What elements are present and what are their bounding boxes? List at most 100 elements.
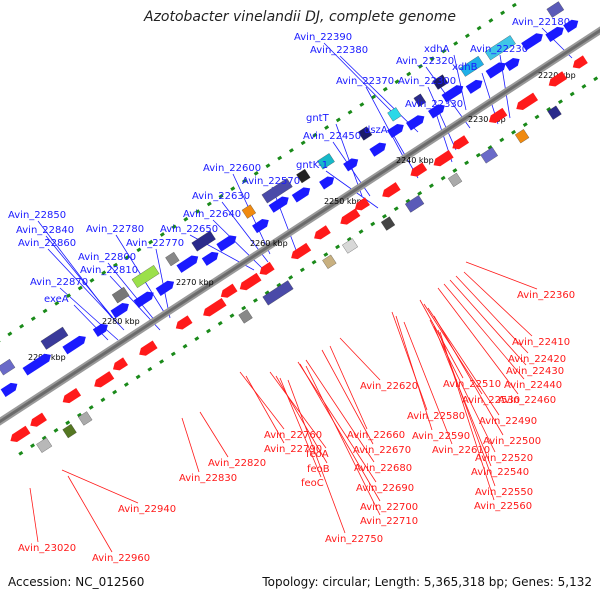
gene-box (317, 153, 335, 170)
reverse-gene-label: Avin_22460 (498, 395, 556, 406)
reverse-gene-label: Avin_22660 (347, 430, 405, 441)
tick-dot (488, 18, 494, 23)
label-leader (61, 469, 139, 504)
forward-gene-arrow (155, 280, 175, 296)
gene-box (111, 286, 130, 304)
label-leader (269, 371, 327, 449)
topology-text: Topology: circular; Length: 5,365,318 bp… (262, 575, 592, 589)
forward-gene-arrow (343, 158, 359, 172)
tick-dot (124, 255, 130, 260)
tick-dot (417, 191, 423, 196)
forward-gene-arrow (22, 353, 51, 376)
tick-dot (311, 259, 317, 265)
reverse-gene-arrow (572, 55, 588, 69)
forward-gene-label: Avin_22810 (80, 265, 138, 276)
tick-dot (77, 285, 83, 291)
reverse-gene-arrow (62, 387, 82, 404)
gene-box (296, 168, 311, 184)
forward-gene-label: Avin_22230 (470, 44, 528, 55)
tick-dot (112, 262, 118, 268)
tick-dot (218, 193, 224, 199)
label-leader (29, 487, 39, 543)
tick-dot (229, 313, 235, 319)
reverse-gene-label: Avin_22420 (508, 354, 566, 365)
tick-dot (89, 278, 95, 283)
reverse-gene-arrow (10, 425, 31, 443)
label-leader (67, 475, 113, 553)
tick-dot (346, 236, 352, 242)
label-leader (439, 331, 495, 501)
reverse-gene-arrow (433, 150, 454, 167)
tick-dot (546, 106, 552, 112)
forward-gene-label: exeA (44, 294, 69, 305)
reverse-gene-label: Avin_22410 (512, 337, 570, 348)
tick-dot (242, 178, 247, 184)
tick-dot (88, 405, 94, 410)
tick-dot (464, 33, 470, 39)
map-title: Azotobacter vinelandii DJ, complete geno… (144, 9, 456, 25)
tick-dot (183, 216, 189, 222)
tick-dot (499, 137, 505, 143)
reverse-gene-label: Avin_22610 (432, 445, 490, 456)
forward-gene-arrow (176, 255, 199, 273)
tick-dot (276, 282, 282, 288)
tick-dot (41, 435, 47, 441)
tick-dot (500, 10, 506, 16)
label-leader (443, 283, 525, 380)
reverse-gene-label: Avin_22710 (360, 516, 418, 527)
forward-gene-arrow (563, 19, 579, 33)
forward-gene-arrow (252, 219, 269, 234)
label-leader (305, 365, 381, 516)
gene-box (78, 411, 93, 426)
reverse-gene-arrow (175, 315, 193, 330)
tick-dot (241, 305, 247, 311)
tick-dot (253, 171, 259, 176)
tick-dot (394, 79, 400, 84)
label-leader (335, 123, 363, 197)
tick-dot (100, 397, 106, 403)
tick-dot (159, 232, 165, 237)
forward-gene-arrow (291, 187, 311, 203)
forward-gene-arrow (62, 335, 86, 355)
tick-dot (569, 91, 575, 97)
gene-box (547, 105, 562, 120)
reverse-gene-label: Avin_22940 (118, 504, 176, 515)
forward-gene-arrow (545, 26, 564, 43)
gene-box (40, 326, 69, 350)
tick-dot (429, 56, 435, 62)
tick-dot (288, 148, 294, 153)
tick-dot (324, 125, 330, 130)
tick-dot (417, 63, 423, 69)
label-leader (155, 248, 171, 319)
backbone (0, 26, 600, 426)
forward-gene-label: Avin_22630 (192, 191, 250, 202)
tick-dot (406, 71, 412, 77)
tick-dot (359, 102, 365, 107)
gene-box (380, 216, 396, 231)
gene-box (404, 195, 425, 213)
reverse-gene-label: Avin_22540 (471, 467, 529, 478)
tick-dot (382, 213, 387, 219)
tick-dot (101, 270, 107, 276)
gene-box (459, 55, 484, 77)
tick-dot (440, 175, 446, 181)
forward-gene-arrow (110, 303, 129, 319)
features (0, 1, 588, 453)
label-leader (305, 359, 375, 463)
tick-dot (7, 331, 13, 337)
forward-gene-arrow (465, 79, 483, 94)
reverse-gene-arrow (340, 208, 361, 225)
reverse-gene-label: Avin_22500 (483, 436, 541, 447)
label-leader (199, 411, 229, 458)
tick-dot (30, 443, 36, 448)
forward-gene-arrow (441, 85, 464, 103)
forward-gene-arrow (216, 235, 237, 252)
tick-dot (53, 428, 59, 433)
tick-dot (123, 382, 129, 387)
forward-gene-label: Avin_22180 (512, 17, 570, 28)
reverse-gene-label: Avin_22750 (325, 534, 383, 545)
tick-dot (300, 140, 306, 146)
tick-dot (30, 316, 36, 321)
reverse-gene-arrow (410, 162, 428, 177)
